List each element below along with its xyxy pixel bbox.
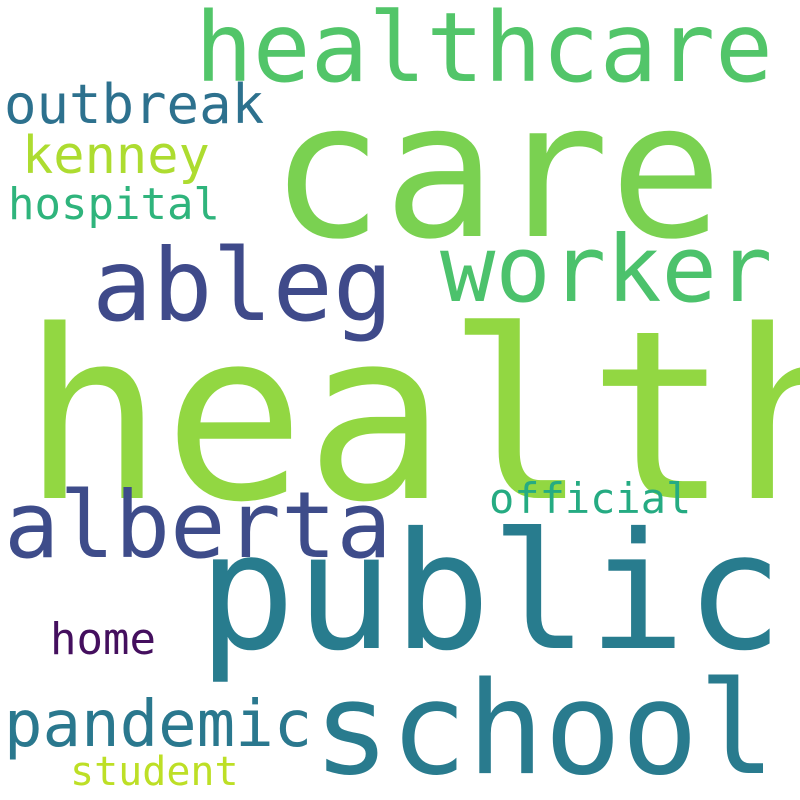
- word-outbreak: outbreak: [4, 73, 265, 136]
- word-health: health: [22, 281, 800, 554]
- word-care: care: [270, 62, 723, 281]
- word-home: home: [50, 614, 156, 665]
- word-hospital: hospital: [8, 179, 220, 230]
- word-ableg: ableg: [92, 227, 394, 344]
- word-student: student: [70, 749, 239, 795]
- word-kenney: kenney: [22, 126, 210, 186]
- word-alberta: alberta: [4, 472, 392, 579]
- word-official: official: [489, 474, 692, 523]
- word-pandemic: pandemic: [4, 688, 313, 762]
- word-healthcare: healthcare: [195, 0, 773, 104]
- word-school: school: [313, 655, 776, 800]
- word-public: public: [198, 499, 784, 687]
- word-worker: worker: [440, 216, 773, 323]
